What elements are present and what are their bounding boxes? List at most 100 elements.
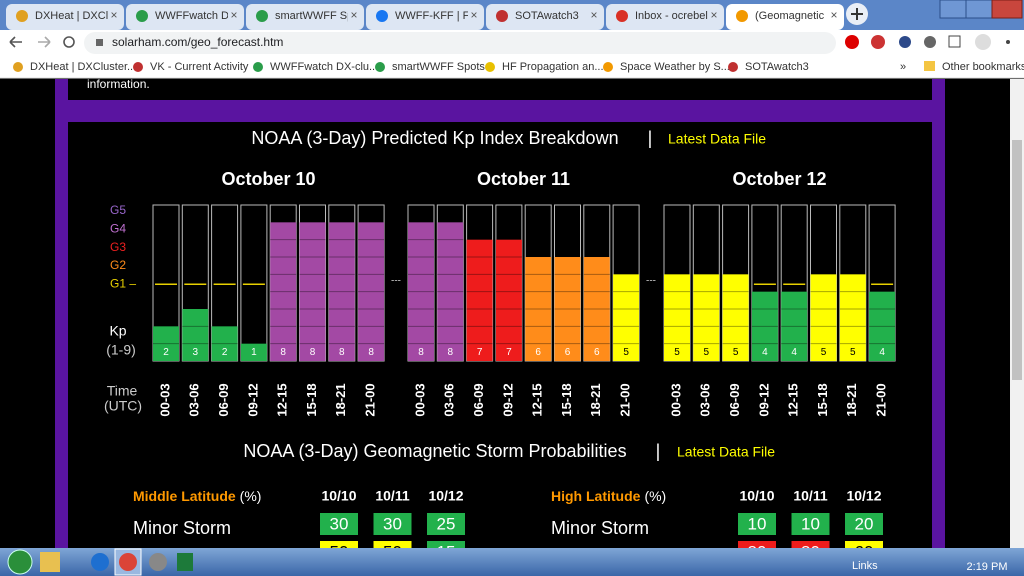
bookmark[interactable]: WWFFwatch DX-clu... <box>270 61 378 73</box>
tab-close[interactable]: × <box>230 8 237 22</box>
bookmark[interactable]: SOTAwatch3 <box>745 61 809 73</box>
extension-icon[interactable] <box>845 35 859 49</box>
taskbar-app[interactable] <box>119 553 137 571</box>
kp-value: 5 <box>821 347 827 358</box>
tab-body[interactable] <box>366 4 484 30</box>
bookmark[interactable]: VK - Current Activity <box>150 61 249 73</box>
kp-chart: G5 G4 G3 G2 G1 – October 10 2 00-03 3 03-06 2 06-09… <box>110 169 896 417</box>
menu-icon[interactable] <box>1006 40 1010 44</box>
period-label: 00-03 <box>412 383 427 416</box>
storm-level: G3 <box>110 240 126 254</box>
taskbar-apps[interactable] <box>40 548 193 576</box>
kp-value: 5 <box>850 347 856 358</box>
extension-icon[interactable] <box>899 36 911 48</box>
tab[interactable]: DXHeat | DXClu× <box>6 4 124 30</box>
kp-bar <box>437 222 464 361</box>
tab-close[interactable]: × <box>350 8 357 22</box>
minimize[interactable] <box>939 0 967 19</box>
tab-close[interactable]: × <box>590 8 597 22</box>
probability-cell <box>845 513 883 535</box>
tab-close[interactable]: × <box>470 8 477 22</box>
kp-value: 1 <box>251 347 257 358</box>
bookmark[interactable]: DXHeat | DXCluster... <box>30 61 136 73</box>
window-controls[interactable] <box>939 0 1023 19</box>
storm-link[interactable]: Latest Data File <box>677 444 775 460</box>
tab-title: Inbox - ocrebel <box>635 10 708 22</box>
probability-value: 30 <box>383 514 402 533</box>
kp-value: 4 <box>879 347 885 358</box>
kp-value: 2 <box>222 347 228 358</box>
tab-body[interactable] <box>6 4 124 30</box>
probability-value: 10 <box>801 514 820 533</box>
tab[interactable]: (Geomagnetic I × <box>726 4 844 30</box>
omnibox[interactable] <box>84 32 836 54</box>
tab[interactable]: Inbox - ocrebel × <box>606 4 724 30</box>
period-label: 06-09 <box>727 383 742 416</box>
profile-icon[interactable] <box>975 34 991 50</box>
period-label: 09-12 <box>245 383 260 416</box>
period-label: 09-12 <box>756 383 771 416</box>
group-name-text: High Latitude <box>551 488 641 504</box>
period-label: 03-06 <box>442 383 457 416</box>
forward-button[interactable] <box>38 36 51 48</box>
taskbar-app[interactable] <box>177 553 193 571</box>
period-label: 06-09 <box>216 383 231 416</box>
kp-column <box>240 204 268 362</box>
taskbar-app[interactable] <box>149 553 167 571</box>
kp-bar <box>466 239 493 361</box>
tab[interactable]: SOTAwatch3 × <box>486 4 604 30</box>
storm-level: G2 <box>110 258 126 272</box>
kp-value: 7 <box>506 347 512 358</box>
period-label: 18-21 <box>333 383 348 416</box>
kp-bar <box>153 326 179 361</box>
bookmarks-more[interactable]: » <box>900 61 906 73</box>
storm-level: G1 – <box>110 276 136 290</box>
tab-icon <box>496 10 508 22</box>
sidebar-icon[interactable] <box>948 35 961 48</box>
tab-body[interactable] <box>726 4 844 30</box>
bookmark[interactable]: smartWWFF Spots <box>392 61 485 73</box>
tab-body[interactable] <box>126 4 244 30</box>
row-label: Minor Storm <box>133 518 231 538</box>
group-unit: (%) <box>644 488 666 504</box>
reload-button[interactable] <box>63 36 75 48</box>
extension-icons[interactable] <box>845 34 1010 50</box>
kp-bar <box>358 222 385 361</box>
back-button[interactable] <box>9 36 22 48</box>
tab[interactable]: WWFFwatch DX× <box>126 4 244 30</box>
tab-body[interactable] <box>606 4 724 30</box>
tab-body[interactable] <box>246 4 364 30</box>
taskbar-app[interactable] <box>40 552 60 572</box>
kp-value: 5 <box>674 347 680 358</box>
kp-value: 4 <box>791 347 797 358</box>
probability-cell <box>791 513 830 535</box>
bookmark[interactable]: Space Weather by S... <box>620 61 730 73</box>
tab-title: smartWWFF Sp <box>275 10 353 22</box>
other-bookmarks[interactable]: Other bookmarks <box>942 61 1024 73</box>
taskbar-links[interactable]: Links <box>852 560 878 572</box>
bookmark[interactable]: HF Propagation an... <box>502 61 604 73</box>
start-button[interactable] <box>7 549 33 575</box>
extension-icon[interactable] <box>871 35 885 49</box>
maximize[interactable] <box>965 0 993 19</box>
period-label: 21-00 <box>618 383 633 416</box>
tab[interactable]: WWFF-KFF | Fac× <box>366 4 484 30</box>
tab-icon <box>16 10 28 22</box>
close[interactable] <box>991 0 1023 19</box>
tab-body[interactable] <box>486 4 604 30</box>
tab-close[interactable]: × <box>830 8 837 22</box>
tab-close[interactable]: × <box>110 8 117 22</box>
tab-icon <box>136 10 148 22</box>
kp-label: Kp <box>109 323 126 339</box>
extension-icon[interactable] <box>924 36 936 48</box>
scrollbar-thumb[interactable] <box>1012 140 1022 380</box>
taskbar-app[interactable] <box>91 553 109 571</box>
period-label: 03-06 <box>187 383 202 416</box>
period-label: 09-12 <box>500 383 515 416</box>
tab-close[interactable]: × <box>710 8 717 22</box>
kp-link[interactable]: Latest Data File <box>668 131 766 147</box>
kp-bar <box>751 291 778 361</box>
tab[interactable]: smartWWFF Sp× <box>246 4 364 30</box>
kp-title: NOAA (3-Day) Predicted Kp Index Breakdow… <box>251 128 618 148</box>
